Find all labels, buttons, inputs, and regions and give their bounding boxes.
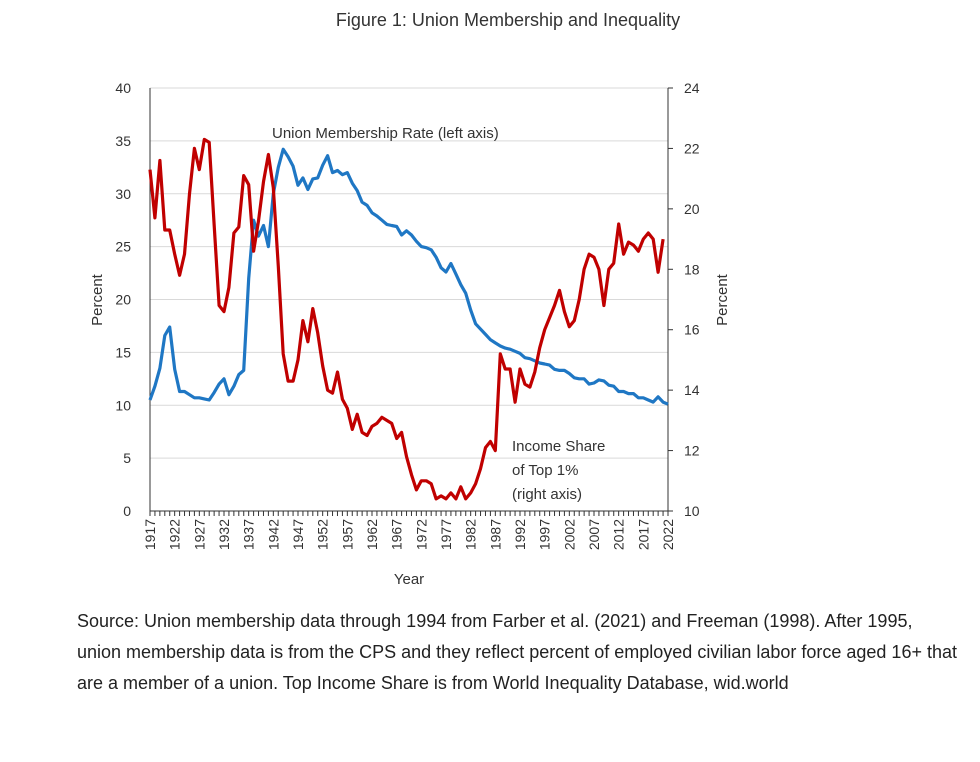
x-tick-label: 2002: [561, 519, 577, 550]
y-tick-label: 35: [115, 133, 131, 149]
x-tick-label: 1942: [265, 519, 281, 550]
gridlines: [150, 87, 668, 459]
x-tick-label: 1922: [167, 519, 183, 550]
x-tick-label: 1927: [191, 519, 207, 550]
y-tick-label: 15: [115, 344, 131, 360]
y-tick-label: 5: [123, 450, 131, 466]
x-tick-label: 1977: [438, 519, 454, 550]
income-share-line: [148, 137, 665, 501]
y2-tick-label: 12: [684, 443, 700, 459]
x-tick-label: 1947: [290, 519, 306, 550]
income-annotation-line3: (right axis): [512, 486, 582, 503]
x-axis-label: Year: [394, 571, 424, 588]
x-tick-label: 1937: [241, 519, 257, 550]
x-tick-label: 1952: [315, 519, 331, 550]
y-tick-label: 10: [115, 397, 131, 413]
x-tick-label: 1932: [216, 519, 232, 550]
y2-tick-label: 14: [684, 382, 700, 398]
x-tick-label: 1917: [142, 519, 158, 550]
x-tick-label: 2017: [635, 519, 651, 550]
x-tick-label: 2007: [586, 519, 602, 550]
x-tick-label: 1982: [463, 519, 479, 550]
chart-title: Figure 1: Union Membership and Inequalit…: [335, 10, 681, 30]
union-membership-line: [148, 147, 669, 406]
x-tick-label: 2012: [611, 519, 627, 550]
x-tick-label: 1992: [512, 519, 528, 550]
x-tick-label: 1987: [487, 519, 503, 550]
y-axis-label: Percent: [89, 273, 106, 326]
y-tick-label: 20: [115, 292, 131, 308]
y2-tick-label: 20: [684, 201, 700, 217]
x-tick-label: 1997: [537, 519, 553, 550]
x-tick-label: 1967: [389, 519, 405, 550]
y2-tick-label: 22: [684, 140, 700, 156]
source-note: Source: Union membership data through 19…: [77, 611, 957, 693]
income-annotation-line1: Income Share: [512, 438, 605, 455]
union-annotation: Union Membership Rate (left axis): [272, 125, 499, 142]
x-tick-label: 1957: [339, 519, 355, 550]
y2-axis-label: Percent: [714, 273, 731, 326]
y-tick-label: 40: [115, 80, 131, 96]
x-tick-label: 1962: [364, 519, 380, 550]
x-tick-label: 2022: [660, 519, 676, 550]
y-tick-label: 30: [115, 186, 131, 202]
y2-tick-label: 16: [684, 322, 700, 338]
y2-tick-label: 10: [684, 503, 700, 519]
y2-tick-label: 24: [684, 80, 700, 96]
y-tick-label: 25: [115, 239, 131, 255]
y-tick-label: 0: [123, 503, 131, 519]
income-annotation-line2: of Top 1%: [512, 462, 578, 479]
y2-tick-label: 18: [684, 261, 700, 277]
series-lines: [148, 137, 669, 501]
x-tick-label: 1972: [413, 519, 429, 550]
